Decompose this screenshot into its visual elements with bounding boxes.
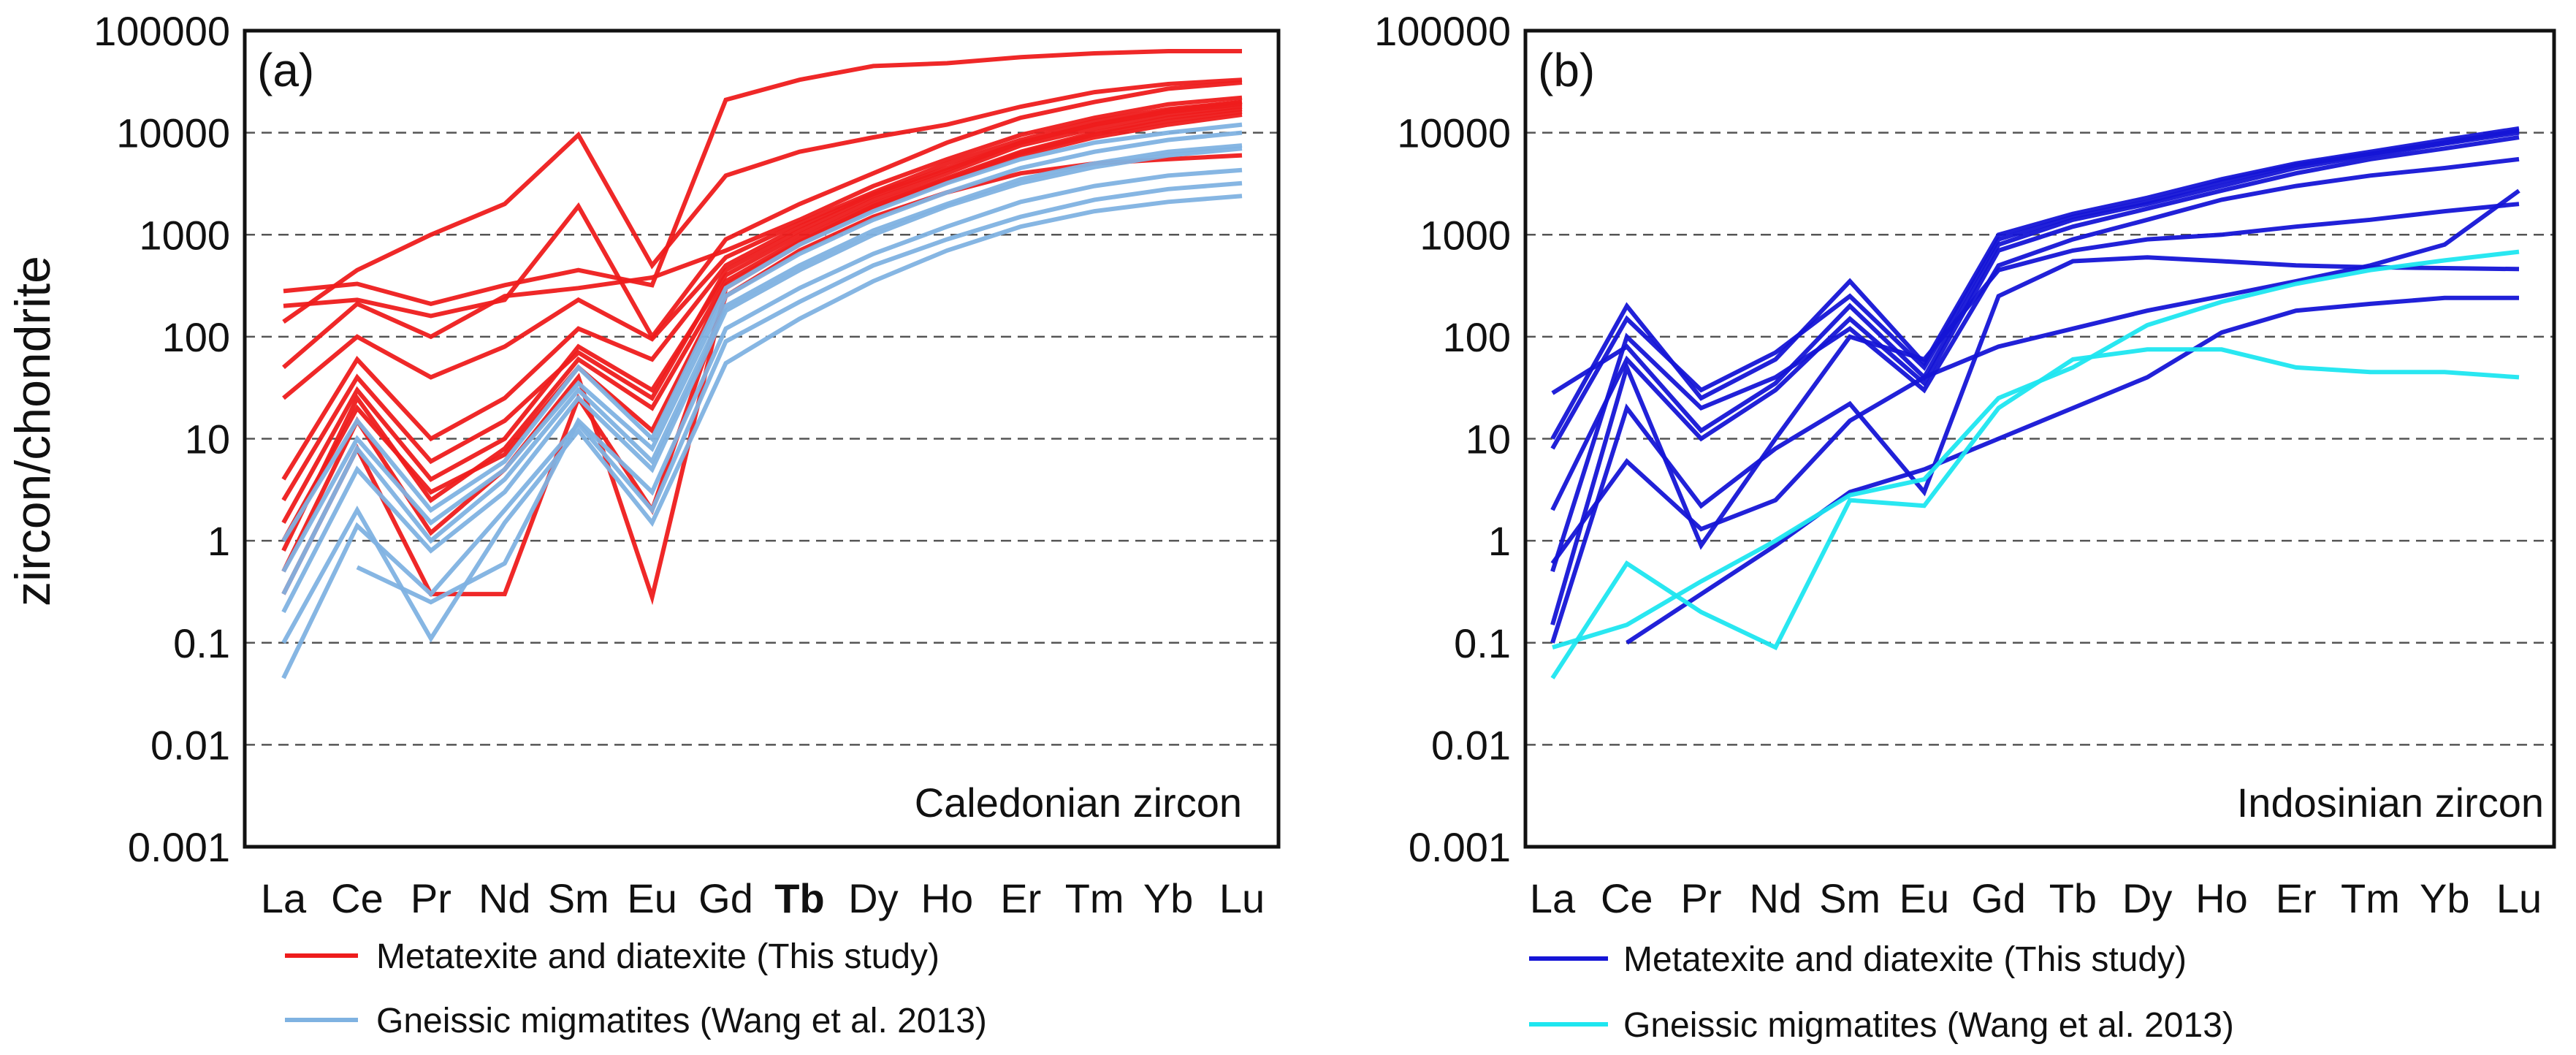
series-line-a-11 — [281, 110, 1243, 542]
series-line-b-9 — [1550, 347, 2520, 679]
x-tick-label-b-tm: Tm — [2341, 875, 2400, 921]
series-line-a-17 — [281, 130, 1243, 573]
x-tick-label-a-yb: Yb — [1143, 875, 1194, 921]
x-tick-label-b-sm: Sm — [1819, 875, 1880, 921]
x-tick-label-a-tm: Tm — [1065, 875, 1124, 921]
panel-b-frame — [1523, 28, 2556, 849]
x-tick-label-b-la: La — [1530, 875, 1576, 921]
panel-b-series — [1550, 126, 2520, 679]
series-line-a-16 — [281, 122, 1243, 542]
panel-b-annotation: Indosinian zircon — [2237, 780, 2544, 826]
panel-a-legend: Metatexite and diatexite (This study) Gne… — [285, 937, 987, 1040]
y-tick-label-a-2: 0.1 — [173, 620, 230, 666]
series-line-a-4 — [282, 99, 1243, 400]
x-tick-label-b-ho: Ho — [2195, 875, 2248, 921]
series-line-b-8 — [1626, 295, 2519, 645]
y-tick-label-a-6: 1000 — [139, 212, 230, 258]
panel-b-x-ticks: La Ce Pr Nd Sm Eu Gd Tb Dy Ho Er Tm Yb Lu — [1530, 875, 2542, 921]
x-tick-label-b-pr: Pr — [1681, 875, 1722, 921]
x-tick-label-a-ce: Ce — [331, 875, 384, 921]
series-line-b-7 — [1550, 188, 2520, 565]
x-tick-label-b-dy: Dy — [2122, 875, 2172, 921]
x-tick-label-a-tb: Tb — [774, 875, 824, 921]
series-line-a-10 — [281, 99, 1243, 502]
panel-a-x-ticks: La Ce Pr Nd Sm Eu Gd Tb Dy Ho Er Tm Yb Lu — [261, 875, 1265, 921]
legend-label-a-0: Metatexite and diatexite (This study) — [376, 937, 940, 976]
legend-label-b-0: Metatexite and diatexite (This study) — [1623, 940, 2187, 979]
panel-a-frame — [243, 28, 1281, 849]
panel-b-label: (b) — [1538, 44, 1595, 96]
series-line-a-12 — [281, 194, 1243, 644]
y-tick-label-b-0: 0.001 — [1409, 824, 1511, 870]
x-tick-label-a-sm: Sm — [548, 875, 609, 921]
panel-a-y-ticks: 0.001 0.01 0.1 1 10 100 1000 10000 100000 — [94, 8, 230, 870]
panel-a-annotation: Caledonian zircon — [915, 780, 1242, 826]
panel-b-indosinian: 0.001 0.01 0.1 1 10 100 1000 10000 100000 La Ce Pr… — [1374, 8, 2556, 1045]
y-tick-label-b-4: 10 — [1466, 416, 1511, 462]
x-tick-label-a-lu: Lu — [1219, 875, 1265, 921]
series-line-b-1 — [1550, 128, 2520, 450]
x-tick-label-a-pr: Pr — [411, 875, 451, 921]
y-tick-label-a-7: 10000 — [116, 110, 230, 156]
y-tick-label-a-1: 0.01 — [150, 722, 230, 768]
series-line-a-3 — [282, 95, 1243, 370]
series-line-a-2 — [283, 80, 1243, 341]
series-line-b-3 — [1550, 135, 2520, 511]
y-tick-label-b-2: 0.1 — [1454, 620, 1511, 666]
panel-a-caledonian: 0.001 0.01 0.1 1 10 100 1000 10000 100000 La Ce Pr… — [94, 8, 1281, 1040]
panel-b-y-ticks: 0.001 0.01 0.1 1 10 100 1000 10000 100000 — [1374, 8, 1511, 870]
x-tick-label-b-yb: Yb — [2420, 875, 2470, 921]
x-tick-label-b-nd: Nd — [1750, 875, 1802, 921]
series-line-a-6 — [281, 104, 1243, 524]
series-line-a-0 — [283, 49, 1242, 307]
series-line-a-18 — [281, 146, 1243, 614]
x-tick-label-a-la: La — [261, 875, 307, 921]
series-line-b-4 — [1550, 156, 2520, 573]
y-tick-label-a-4: 10 — [185, 416, 230, 462]
panel-a-label: (a) — [257, 44, 314, 96]
series-line-b-5 — [1550, 202, 2520, 626]
legend-label-b-1: Gneissic migmatites (Wang et al. 2013) — [1623, 1006, 2234, 1045]
series-line-b-10 — [1552, 249, 2520, 650]
x-tick-label-b-gd: Gd — [1971, 875, 2026, 921]
legend-label-a-1: Gneissic migmatites (Wang et al. 2013) — [376, 1002, 987, 1040]
y-tick-label-b-6: 1000 — [1420, 212, 1511, 258]
series-line-a-1 — [282, 77, 1243, 324]
x-tick-label-b-eu: Eu — [1899, 875, 1950, 921]
series-line-b-2 — [1551, 130, 2520, 434]
x-tick-label-b-tb: Tb — [2049, 875, 2097, 921]
x-tick-label-a-dy: Dy — [848, 875, 898, 921]
y-tick-label-a-0: 0.001 — [128, 824, 230, 870]
series-line-a-14 — [356, 167, 1243, 605]
x-tick-label-a-ho: Ho — [921, 875, 974, 921]
y-tick-label-a-3: 1 — [207, 518, 230, 564]
y-tick-label-b-8: 100000 — [1374, 8, 1511, 54]
y-tick-label-a-5: 100 — [162, 314, 230, 360]
series-line-a-13 — [281, 180, 1243, 679]
x-tick-label-b-er: Er — [2276, 875, 2317, 921]
y-axis-title: zircon/chondrite — [5, 256, 61, 606]
panel-b-legend: Metatexite and diatexite (This study) Gne… — [1529, 940, 2234, 1045]
x-tick-label-a-nd: Nd — [479, 875, 531, 921]
y-tick-label-b-1: 0.01 — [1431, 722, 1511, 768]
x-tick-label-a-eu: Eu — [627, 875, 677, 921]
y-tick-label-a-8: 100000 — [94, 8, 230, 54]
panel-a-series — [281, 49, 1243, 679]
y-tick-label-b-3: 1 — [1488, 518, 1511, 564]
y-tick-label-b-7: 10000 — [1397, 110, 1511, 156]
x-tick-label-b-ce: Ce — [1601, 875, 1653, 921]
x-tick-label-a-er: Er — [1000, 875, 1041, 921]
x-tick-label-a-gd: Gd — [698, 875, 753, 921]
y-tick-label-b-5: 100 — [1443, 314, 1511, 360]
series-line-a-15 — [281, 143, 1243, 595]
series-line-a-7 — [281, 107, 1243, 552]
x-tick-label-b-lu: Lu — [2496, 875, 2542, 921]
